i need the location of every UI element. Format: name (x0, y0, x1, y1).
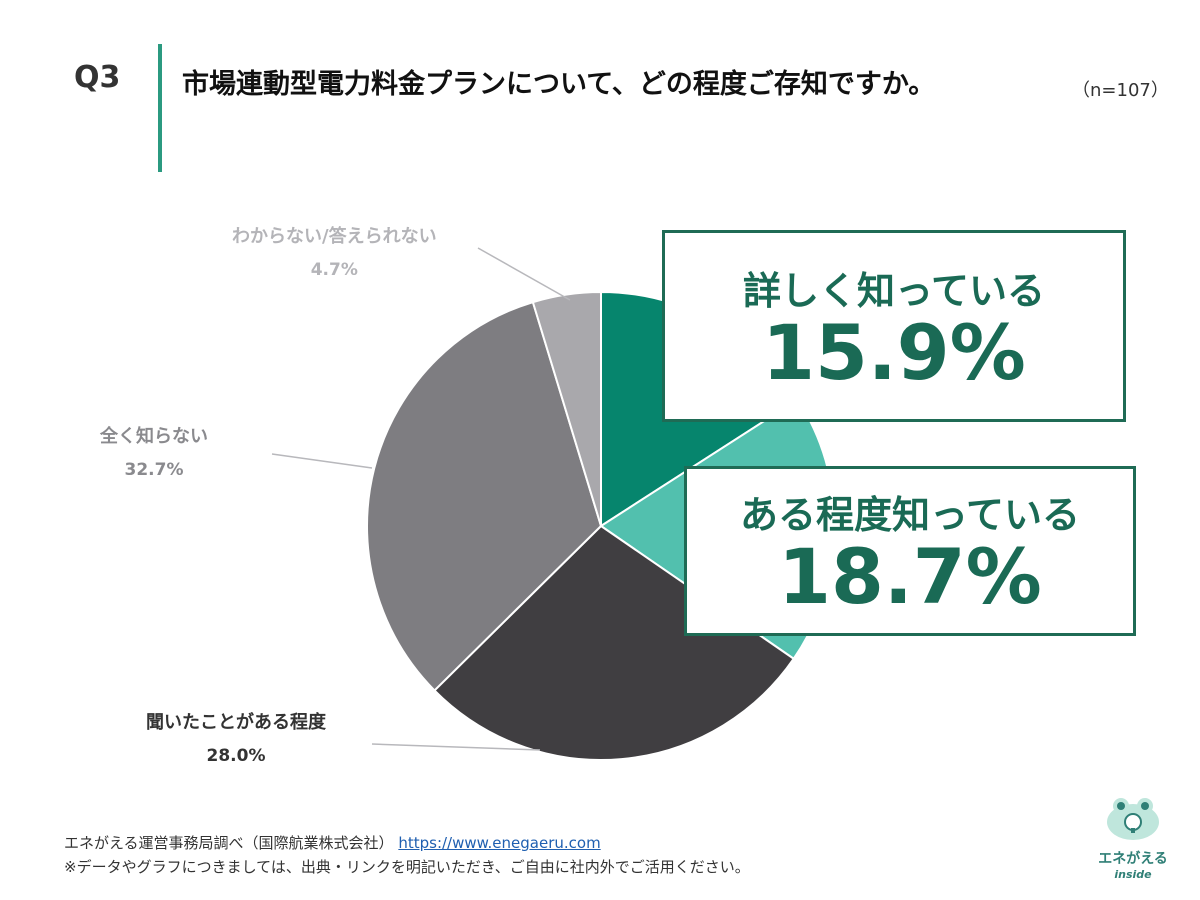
label-not-aware-text: 全く知らない (100, 426, 208, 447)
frog-mascot-icon (1107, 798, 1159, 840)
label-not-aware: 全く知らない 32.7% (100, 422, 208, 480)
logo-sub: inside (1114, 868, 1152, 881)
callout-well-aware: 詳しく知っている 15.9% (662, 230, 1126, 422)
label-not-aware-value: 32.7% (124, 460, 184, 480)
sample-size: （n=107） (1072, 80, 1169, 101)
source-text: エネがえる運営事務局調べ（国際航業株式会社） (64, 834, 394, 852)
usage-note: ※データやグラフにつきましては、出典・リンクを明記いただき、ご自由に社内外でご活… (64, 858, 750, 876)
question-title: 市場連動型電力料金プランについて、どの程度ご存知ですか。 (182, 69, 936, 100)
pie-slice-2 (433, 524, 796, 761)
source-link[interactable]: https://www.enegaeru.com (398, 834, 601, 852)
callout-somewhat-aware-value: 18.7% (778, 532, 1042, 621)
pie-slice-3 (366, 300, 603, 692)
source-line: エネがえる運営事務局調べ（国際航業株式会社） https://www.enega… (64, 832, 601, 853)
pie-slice-4 (531, 290, 602, 527)
enegaeru-logo: エネがえる inside (1088, 792, 1178, 884)
title-accent-bar (158, 44, 162, 172)
label-unknown-text: わからない/答えられない (232, 226, 437, 247)
label-heard-of-text: 聞いたことがある程度 (146, 712, 326, 733)
leader-line-1 (271, 453, 373, 469)
label-heard-of: 聞いたことがある程度 28.0% (146, 708, 326, 766)
leader-lines (271, 247, 571, 751)
callout-somewhat-aware: ある程度知っている 18.7% (684, 466, 1136, 636)
logo-name: エネがえる (1098, 851, 1168, 867)
question-number: Q3 (74, 60, 121, 95)
label-heard-of-value: 28.0% (206, 746, 266, 766)
label-unknown-value: 4.7% (310, 260, 358, 280)
leader-line-2 (371, 743, 541, 751)
callout-somewhat-aware-text: ある程度知っている (739, 493, 1081, 537)
label-unknown: わからない/答えられない 4.7% (232, 222, 437, 280)
callout-well-aware-value: 15.9% (762, 308, 1026, 397)
leader-line-0 (477, 247, 571, 301)
callout-well-aware-text: 詳しく知っている (742, 269, 1046, 313)
